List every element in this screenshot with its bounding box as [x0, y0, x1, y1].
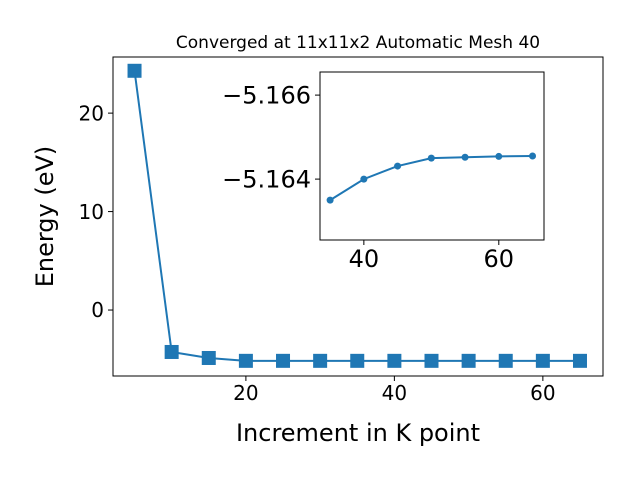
marker — [350, 353, 365, 368]
x-tick-label: 40 — [349, 245, 380, 273]
marker — [424, 353, 439, 368]
x-tick-label: 40 — [382, 381, 407, 405]
y-tick-label: −5.164 — [222, 166, 311, 194]
marker — [127, 63, 142, 78]
marker — [529, 152, 537, 160]
marker — [498, 353, 513, 368]
x-tick-label: 60 — [484, 245, 515, 273]
x-tick-label: 60 — [530, 381, 555, 405]
x-tick-label: 20 — [233, 381, 258, 405]
y-axis-label: Energy (eV) — [31, 146, 59, 288]
marker — [326, 196, 334, 204]
marker — [535, 353, 550, 368]
y-tick-label: 20 — [79, 101, 104, 125]
marker — [387, 353, 402, 368]
marker — [201, 350, 216, 365]
marker — [461, 153, 469, 161]
marker — [572, 353, 587, 368]
marker — [394, 162, 402, 170]
marker — [427, 154, 435, 162]
y-tick-label: −5.166 — [222, 82, 311, 110]
marker — [495, 152, 503, 160]
marker — [313, 353, 328, 368]
marker — [164, 344, 179, 359]
marker — [238, 353, 253, 368]
marker — [360, 175, 368, 183]
chart-title: Converged at 11x11x2 Automatic Mesh 40 — [176, 33, 540, 53]
y-tick-label: 10 — [79, 200, 104, 224]
y-tick-label: 0 — [91, 298, 104, 322]
x-axis-label: Increment in K point — [236, 419, 480, 447]
marker — [461, 353, 476, 368]
marker — [276, 353, 291, 368]
